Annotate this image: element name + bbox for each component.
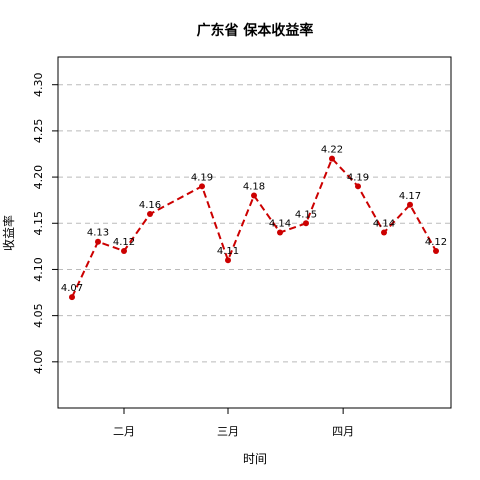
series-line <box>71 156 437 298</box>
data-label-0: 4.07 <box>61 283 83 294</box>
data-point-5 <box>225 257 231 264</box>
data-point-6 <box>251 192 257 199</box>
x-axis-label: 时间 <box>243 452 267 466</box>
data-label-9: 4.22 <box>321 145 343 156</box>
data-point-1 <box>95 238 101 245</box>
x-tick-label-0: 二月 <box>113 425 135 438</box>
data-label-3: 4.16 <box>139 200 161 211</box>
chart-title: 广东省 保本收益率 <box>197 22 314 39</box>
data-point-4 <box>199 183 205 190</box>
data-label-6: 4.18 <box>243 182 265 193</box>
y-tick-label-4: 4.20 <box>32 165 45 190</box>
data-point-13 <box>433 247 439 254</box>
data-point-11 <box>381 229 387 236</box>
data-point-7 <box>277 229 283 236</box>
y-tick-label-0: 4.00 <box>32 350 45 375</box>
y-tick-label-3: 4.15 <box>32 211 45 236</box>
data-point-8 <box>303 220 309 227</box>
data-points <box>69 155 439 301</box>
data-point-0 <box>69 294 75 301</box>
series-polyline <box>71 156 437 298</box>
data-label-10: 4.19 <box>347 172 369 183</box>
y-tick-label-6: 4.30 <box>32 72 45 97</box>
y-axis-label: 收益率 <box>1 215 16 251</box>
x-tick-label-2: 四月 <box>332 425 354 438</box>
data-label-1: 4.13 <box>87 228 109 239</box>
data-label-8: 4.15 <box>295 209 317 220</box>
x-tick-label-1: 三月 <box>217 425 239 438</box>
y-tick-label-1: 4.05 <box>32 303 45 328</box>
data-point-12 <box>407 201 413 208</box>
data-point-2 <box>121 247 127 254</box>
y-axis: 4.00 4.05 4.10 4.15 4.20 4.25 4.30 <box>32 72 58 374</box>
y-tick-label-2: 4.10 <box>32 257 45 282</box>
data-label-5: 4.11 <box>217 246 239 257</box>
grid-lines <box>58 84 451 363</box>
data-label-11: 4.14 <box>373 219 395 230</box>
data-label-4: 4.19 <box>191 172 213 183</box>
data-label-2: 4.12 <box>113 237 135 248</box>
data-label-13: 4.12 <box>425 237 447 248</box>
data-label-7: 4.14 <box>269 219 291 230</box>
x-axis: 二月 三月 四月 <box>113 408 354 438</box>
y-tick-label-5: 4.25 <box>32 119 45 144</box>
data-label-12: 4.17 <box>399 191 421 202</box>
data-point-3 <box>147 211 153 218</box>
data-labels: 4.07 4.13 4.12 4.16 4.19 4.11 4.18 4.14 4.15 4.22… <box>61 145 447 295</box>
data-point-9 <box>329 155 335 162</box>
data-point-10 <box>355 183 361 190</box>
plot-frame <box>57 56 452 409</box>
